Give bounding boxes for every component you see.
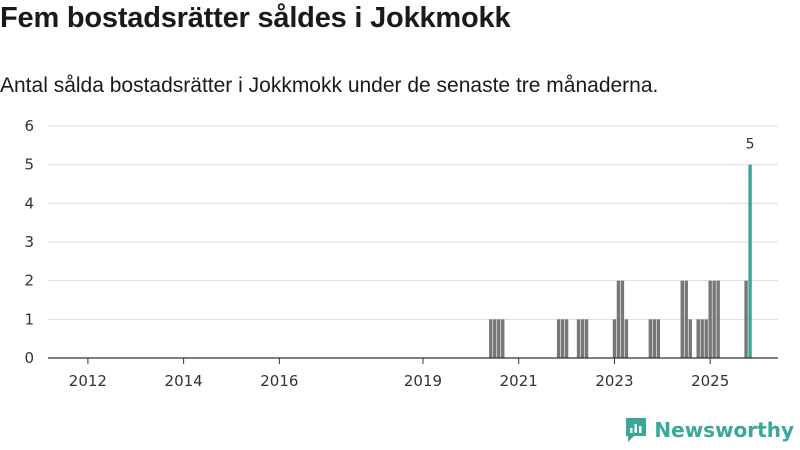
highlight-value-label: 5	[746, 137, 755, 153]
bar	[744, 280, 748, 358]
x-tick-label: 2014	[165, 372, 203, 390]
bar	[493, 319, 497, 358]
bar	[656, 319, 661, 358]
bar	[501, 319, 505, 358]
y-axis-ticks: 0 1 2 3 4 5 6	[24, 117, 34, 367]
bar	[560, 319, 565, 358]
x-tick-label: 2016	[260, 372, 298, 390]
brand-name: Newsworthy	[654, 418, 794, 442]
bar	[652, 319, 657, 358]
chart-subtitle: Antal sålda bostadsrätter i Jokkmokk und…	[0, 74, 659, 97]
newsworthy-logo: Newsworthy	[624, 416, 794, 444]
newsworthy-logo-icon	[626, 418, 647, 442]
bar	[612, 319, 617, 358]
bar	[716, 280, 720, 358]
y-tick-label: 3	[24, 233, 34, 251]
bar	[576, 319, 581, 358]
chart-title: Fem bostadsrätter såldes i Jokkmokk	[0, 2, 511, 34]
bar	[497, 319, 501, 358]
bar	[624, 319, 629, 358]
y-tick-label: 2	[24, 272, 34, 290]
bar	[700, 319, 704, 358]
bar	[684, 280, 688, 358]
bar	[616, 280, 621, 358]
x-tick-label: 2021	[500, 372, 538, 390]
y-tick-label: 6	[24, 117, 34, 135]
bar	[584, 319, 589, 358]
bar	[648, 319, 653, 358]
y-tick-label: 4	[24, 194, 34, 212]
bar	[580, 319, 585, 358]
y-tick-label: 0	[24, 349, 34, 367]
x-axis-ticks: 2012 2014 2016 2019 2021 2023 2025	[69, 358, 729, 390]
y-tick-label: 1	[24, 310, 34, 328]
bar-chart: 0 1 2 3 4 5 6 2012 2014 2016 2019 2021 2023 2025 5	[24, 117, 778, 390]
grid-lines	[48, 125, 778, 320]
x-tick-label: 2025	[691, 372, 729, 390]
bar	[708, 280, 712, 358]
bar	[696, 319, 700, 358]
y-tick-label: 5	[24, 156, 34, 174]
bar	[564, 319, 569, 358]
highlight-bar	[748, 164, 752, 358]
x-tick-label: 2023	[595, 372, 633, 390]
bar	[489, 319, 493, 358]
bar	[556, 319, 561, 358]
bar	[688, 319, 692, 358]
bar	[704, 319, 708, 358]
bar	[620, 280, 625, 358]
data-labels: 5	[746, 137, 755, 153]
bars	[489, 164, 752, 358]
x-tick-label: 2012	[69, 372, 107, 390]
bar	[680, 280, 684, 358]
x-tick-label: 2019	[404, 372, 442, 390]
bar	[712, 280, 716, 358]
